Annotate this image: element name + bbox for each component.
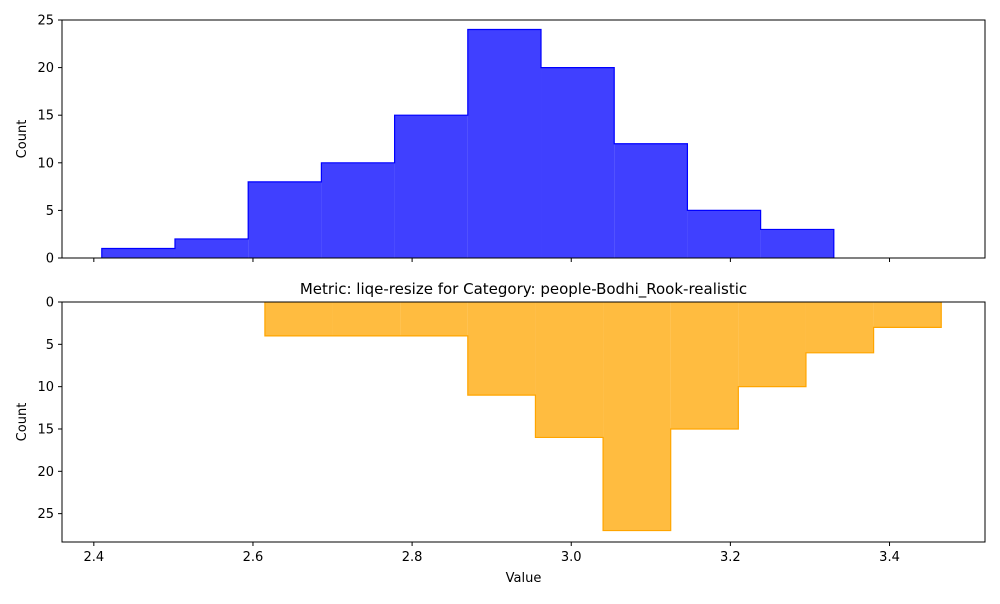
histogram-bar-4: [321, 162, 395, 258]
histogram-bar-5: [535, 302, 604, 438]
chart-title: Metric: liqe-resize for Category: people…: [300, 280, 747, 299]
histogram-bar-10: [760, 229, 834, 258]
histogram-bar-7: [670, 302, 739, 429]
y-tick-label: 15: [37, 109, 54, 124]
y-tick-label: 25: [37, 507, 54, 522]
histogram-bar-6: [603, 302, 671, 531]
histogram-bar-9: [805, 302, 874, 353]
y-tick-label: 25: [37, 14, 54, 29]
histogram-bar-8: [614, 143, 688, 258]
y-tick-label: 20: [37, 465, 54, 480]
subplot-2: 0 5 10 15 20 25 2.4 2.6 2.8 3.0 3.2 3.4 Count Value Me…: [15, 280, 986, 586]
histogram-bar-6: [467, 29, 542, 258]
histogram-bar-3: [400, 302, 468, 336]
histogram-bar-2: [332, 302, 401, 336]
y-tick-label: 15: [37, 422, 54, 437]
x-tick-label: 3.2: [720, 550, 741, 565]
x-axis-label: Value: [506, 571, 542, 586]
axes-frame: [61, 19, 986, 259]
y-tick-label: 0: [46, 252, 54, 267]
y-axis-label: Count: [15, 403, 30, 442]
histogram-outline: [264, 302, 942, 532]
x-tick-label: 2.8: [402, 550, 423, 565]
histogram-bar-1: [101, 248, 175, 258]
x-tick-label: 2.4: [83, 550, 104, 565]
histogram-bar-10: [873, 302, 942, 328]
histogram-bar-7: [541, 67, 615, 258]
x-tick-label: 2.6: [243, 550, 264, 565]
histogram-bar-4: [467, 302, 536, 396]
x-tick-label: 3.4: [879, 550, 900, 565]
y-tick-label: 0: [46, 296, 54, 311]
y-tick-label: 10: [37, 156, 54, 171]
subplot-1: 0 5 10 15 20 25 Count: [15, 14, 986, 267]
y-tick-label: 5: [46, 338, 54, 353]
y-tick-label: 20: [37, 61, 54, 76]
y-axis-label: Count: [15, 120, 30, 159]
histogram-bar-3: [248, 181, 322, 258]
histogram-bar-9: [687, 210, 761, 258]
y-tick-label: 10: [37, 380, 54, 395]
histogram-bar-2: [174, 238, 249, 258]
x-tick-label: 3.0: [561, 550, 582, 565]
axes-frame: [61, 301, 986, 543]
histogram-bar-1: [264, 302, 333, 336]
histogram-bar-5: [394, 115, 468, 258]
histogram-outline: [101, 28, 835, 258]
y-tick-label: 5: [46, 204, 54, 219]
histogram-bar-8: [738, 302, 806, 387]
